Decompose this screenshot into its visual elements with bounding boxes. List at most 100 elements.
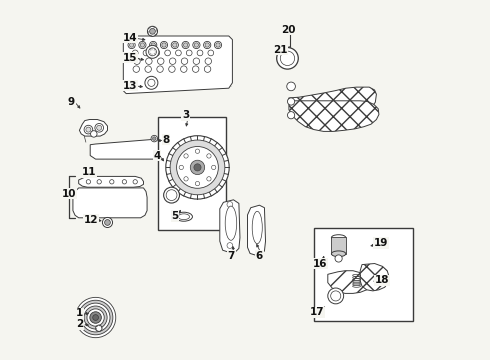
Text: 13: 13 [122, 81, 137, 91]
Text: 6: 6 [256, 251, 263, 261]
Text: 4: 4 [153, 150, 161, 161]
Circle shape [139, 41, 146, 49]
Circle shape [204, 41, 211, 49]
Circle shape [180, 66, 187, 72]
Circle shape [160, 41, 168, 49]
Circle shape [128, 41, 135, 49]
Circle shape [331, 291, 341, 301]
Circle shape [179, 165, 183, 170]
Polygon shape [328, 271, 371, 293]
Circle shape [146, 45, 159, 58]
Circle shape [277, 48, 298, 69]
Circle shape [86, 180, 91, 184]
Text: 2: 2 [76, 319, 83, 329]
Circle shape [148, 79, 155, 86]
Circle shape [207, 154, 211, 158]
Circle shape [151, 43, 155, 47]
Circle shape [149, 41, 157, 49]
Circle shape [287, 82, 295, 91]
Circle shape [154, 50, 160, 56]
Circle shape [75, 297, 116, 338]
Circle shape [104, 220, 110, 225]
Circle shape [102, 217, 113, 228]
Polygon shape [73, 188, 147, 218]
Circle shape [164, 187, 179, 203]
Text: 12: 12 [84, 215, 98, 225]
Text: 11: 11 [82, 167, 97, 177]
Circle shape [132, 50, 138, 56]
Polygon shape [79, 176, 144, 187]
Bar [314, 228, 413, 321]
Polygon shape [123, 36, 232, 94]
Circle shape [152, 137, 156, 140]
Circle shape [194, 43, 198, 47]
Ellipse shape [225, 206, 237, 240]
Circle shape [162, 43, 166, 47]
Circle shape [148, 48, 156, 56]
Circle shape [140, 43, 145, 47]
Circle shape [193, 66, 199, 72]
Polygon shape [247, 205, 266, 256]
Circle shape [184, 177, 188, 181]
Circle shape [194, 164, 201, 171]
Circle shape [171, 41, 178, 49]
Circle shape [90, 312, 101, 323]
Circle shape [182, 41, 189, 49]
Ellipse shape [175, 212, 193, 221]
Circle shape [170, 140, 225, 195]
Circle shape [133, 66, 140, 72]
Circle shape [169, 66, 175, 72]
Text: 16: 16 [313, 258, 327, 269]
Polygon shape [220, 200, 240, 254]
Circle shape [110, 180, 114, 184]
Text: 5: 5 [171, 211, 178, 221]
Bar [158, 117, 225, 230]
Circle shape [227, 202, 233, 207]
Circle shape [216, 43, 220, 47]
Circle shape [328, 288, 343, 304]
Circle shape [145, 76, 158, 89]
Circle shape [84, 306, 107, 329]
Circle shape [86, 127, 91, 132]
Circle shape [280, 51, 294, 66]
Circle shape [151, 135, 157, 142]
Circle shape [207, 177, 211, 181]
Circle shape [227, 243, 233, 248]
Circle shape [146, 58, 152, 64]
Circle shape [133, 180, 137, 184]
Circle shape [212, 165, 216, 170]
Circle shape [93, 315, 98, 320]
Circle shape [84, 125, 93, 134]
Text: 7: 7 [228, 251, 235, 261]
Circle shape [97, 180, 101, 184]
Ellipse shape [252, 211, 262, 244]
Circle shape [183, 43, 188, 47]
Circle shape [166, 190, 177, 201]
Polygon shape [79, 120, 107, 136]
Circle shape [78, 300, 113, 335]
Circle shape [335, 255, 342, 262]
Polygon shape [90, 138, 182, 159]
Circle shape [170, 58, 176, 64]
Text: 9: 9 [68, 96, 75, 107]
Circle shape [196, 149, 199, 153]
Circle shape [196, 181, 199, 186]
Circle shape [193, 58, 199, 64]
Circle shape [91, 131, 97, 137]
Circle shape [134, 58, 140, 64]
Circle shape [145, 66, 151, 72]
Circle shape [190, 160, 205, 175]
Circle shape [95, 123, 103, 132]
Bar [331, 237, 346, 254]
Circle shape [97, 125, 102, 130]
Text: 8: 8 [162, 135, 170, 145]
Circle shape [81, 303, 110, 332]
Circle shape [166, 136, 229, 199]
Circle shape [205, 58, 212, 64]
Circle shape [288, 98, 294, 105]
Ellipse shape [331, 235, 346, 240]
Circle shape [186, 50, 192, 56]
Text: 17: 17 [310, 307, 324, 318]
Text: 18: 18 [374, 275, 389, 285]
Circle shape [172, 43, 177, 47]
